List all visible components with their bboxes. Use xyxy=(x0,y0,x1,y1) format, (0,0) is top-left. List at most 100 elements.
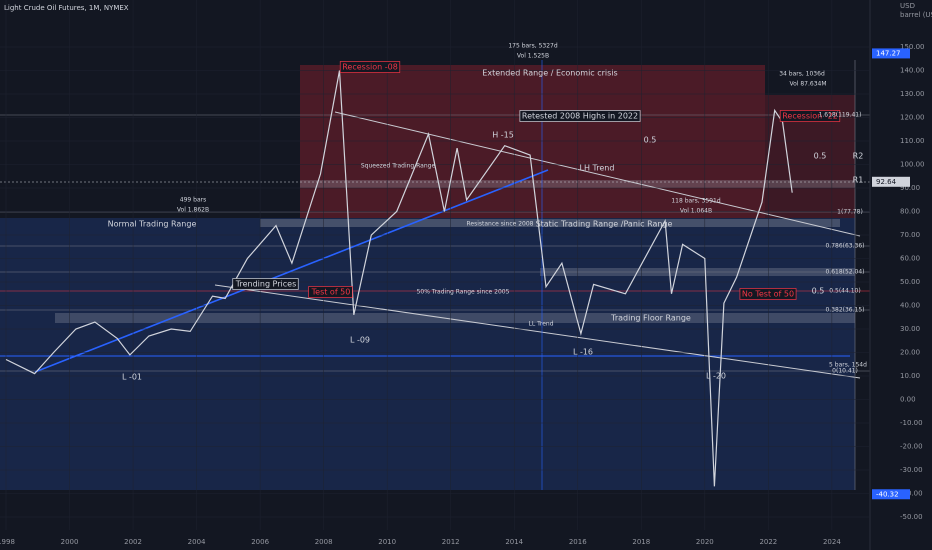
y-tick-label: 40.00 xyxy=(900,302,920,310)
annotation: L -01 xyxy=(122,373,142,382)
annotation: L -09 xyxy=(350,336,370,345)
annotation: 0.5(44.10) xyxy=(829,288,860,295)
floor-band xyxy=(55,313,855,323)
low-value-box xyxy=(872,489,910,500)
ll-trend-line xyxy=(214,284,861,379)
annotation: Vol 1.064B xyxy=(680,208,712,215)
annotation: LL Trend xyxy=(528,321,553,328)
annotation: LH Trend xyxy=(580,164,615,173)
x-tick-label: 2012 xyxy=(442,538,460,546)
y-tick-label: 20.00 xyxy=(900,349,920,357)
x-tick-label: 2002 xyxy=(124,538,142,546)
annotation: Normal Trading Range xyxy=(108,220,197,229)
annotation: Extended Range / Economic crisis xyxy=(482,69,617,78)
uptrend-line xyxy=(34,169,549,373)
annotation: No Test of 50 xyxy=(742,290,794,299)
annotation: L -20 xyxy=(706,372,726,381)
y-tick-label: 60.00 xyxy=(900,255,920,263)
annotation-box xyxy=(779,110,841,122)
x-tick-label: 2020 xyxy=(696,538,714,546)
y-tick-label: -50.00 xyxy=(900,513,923,521)
y-tick-label: 70.00 xyxy=(900,231,920,239)
x-tick-label: 2006 xyxy=(251,538,269,546)
high-value: 147.27 xyxy=(876,49,901,57)
annotation: 5 bars, 154d xyxy=(829,362,867,369)
y-tick-label: -20.00 xyxy=(900,443,923,451)
last-value-box xyxy=(872,176,910,187)
lh-trend-line xyxy=(334,111,861,237)
y-tick-label: 10.00 xyxy=(900,372,920,380)
annotation-box xyxy=(232,278,299,290)
annotation: 0.5 xyxy=(814,152,827,161)
annotation: Trending Prices xyxy=(235,280,297,289)
annotation: 0(10.41) xyxy=(832,368,858,375)
annotation: Squeezed Trading Range xyxy=(361,163,436,170)
price-line xyxy=(5,70,793,487)
annotation-box xyxy=(519,110,641,122)
y-tick-label: 120.00 xyxy=(900,114,925,122)
high-value-box xyxy=(872,48,910,59)
low-value: -40.32 xyxy=(876,490,899,498)
y-tick-label: -40.00 xyxy=(900,490,923,498)
normal-range-zone xyxy=(0,218,855,490)
annotation: Retested 2008 Highs in 2022 xyxy=(522,112,638,121)
annotation: Test of 50 xyxy=(311,288,351,297)
x-tick-label: 2014 xyxy=(505,538,523,546)
annotation: 0.5 xyxy=(644,136,657,145)
annotation: Recession -08 xyxy=(342,63,398,72)
unit: barrel (US) xyxy=(900,11,932,19)
annotation: Vol 1.525B xyxy=(517,53,549,60)
annotation: 175 bars, 5327d xyxy=(508,43,558,50)
chart-title: Light Crude Oil Futures, 1M, NYMEX xyxy=(4,4,129,12)
annotation: 0.618(52.04) xyxy=(825,269,864,276)
annotation: 1.618(119.41) xyxy=(819,112,862,119)
y-tick-label: 50.00 xyxy=(900,278,920,286)
annotation: 0.5 xyxy=(812,287,825,296)
y-tick-label: -10.00 xyxy=(900,419,923,427)
resistance-band xyxy=(260,219,840,227)
annotation: Resistance since 2008 xyxy=(466,221,533,228)
y-tick-label: -30.00 xyxy=(900,466,923,474)
annotation-box xyxy=(339,61,401,73)
annotation: Vol 1.862B xyxy=(177,207,209,214)
last-value: 92.64 xyxy=(876,178,897,186)
x-tick-label: 2004 xyxy=(188,538,206,546)
annotation: 499 bars xyxy=(180,197,206,204)
annotation-box xyxy=(308,286,353,298)
y-tick-label: 110.00 xyxy=(900,137,925,145)
annotation: Vol 87.634M xyxy=(789,81,826,88)
crisis-range-zone xyxy=(300,65,765,218)
x-tick-label: 2000 xyxy=(61,538,79,546)
y-tick-label: 90.00 xyxy=(900,184,920,192)
annotation: R2 xyxy=(853,152,864,161)
annotation: 50% Trading Range since 2005 xyxy=(417,289,510,296)
annotation: 0.786(63.36) xyxy=(825,243,864,250)
annotation: 1(77.78) xyxy=(837,209,863,216)
annotation: Trading Floor Range xyxy=(610,314,691,323)
annotation: H -15 xyxy=(492,131,514,140)
annotation: Static Trading Range /Panic Range xyxy=(536,220,673,229)
y-tick-label: 140.00 xyxy=(900,67,925,75)
annotation-box xyxy=(739,288,797,300)
x-tick-label: 2024 xyxy=(823,538,841,546)
x-tick-label: 2010 xyxy=(378,538,396,546)
x-tick-label: 2022 xyxy=(759,538,777,546)
annotation: 118 bars, 3591d xyxy=(671,198,721,205)
annotation: R1 xyxy=(853,176,864,185)
x-tick-label: 1998 xyxy=(0,538,15,546)
y-tick-label: 130.00 xyxy=(900,90,925,98)
x-tick-label: 2018 xyxy=(632,538,650,546)
annotation: Recession -22 xyxy=(782,112,838,121)
annotation: L -16 xyxy=(573,348,593,357)
currency: USD xyxy=(900,2,915,10)
y-tick-label: 0.00 xyxy=(900,396,916,404)
annotation: 34 bars, 1036d xyxy=(779,71,825,78)
x-tick-label: 2008 xyxy=(315,538,333,546)
y-tick-label: 100.00 xyxy=(900,161,925,169)
y-tick-label: 150.00 xyxy=(900,43,925,51)
y-tick-label: 80.00 xyxy=(900,208,920,216)
annotation: 0.382(36.15) xyxy=(825,307,864,314)
x-tick-label: 2016 xyxy=(569,538,587,546)
